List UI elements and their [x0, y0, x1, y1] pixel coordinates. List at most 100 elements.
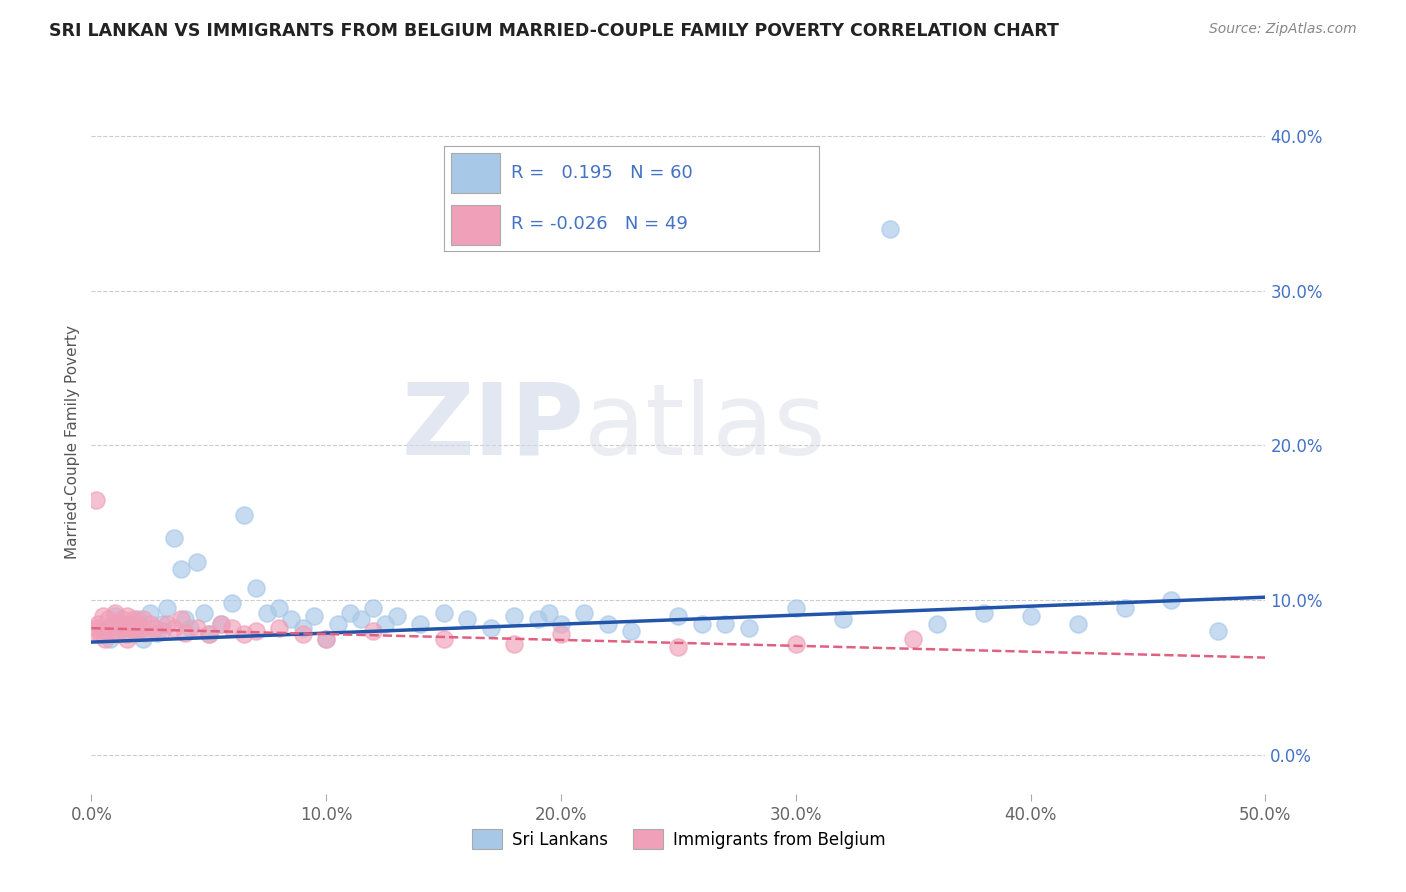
Point [666, 640, 689, 654]
Point [122, 612, 145, 626]
Point [1066, 616, 1088, 631]
Point [550, 627, 572, 641]
Point [209, 616, 232, 631]
Point [129, 621, 152, 635]
Point [326, 616, 349, 631]
Point [550, 616, 572, 631]
Point [174, 612, 197, 626]
Point [269, 621, 291, 635]
Point [256, 606, 278, 620]
Point [174, 625, 197, 640]
Point [179, 621, 201, 635]
Point [94, 632, 117, 646]
Point [162, 621, 184, 635]
Point [91, 608, 114, 623]
Point [91, 624, 114, 639]
Point [620, 624, 643, 639]
Point [291, 621, 314, 635]
Point [127, 616, 149, 631]
Point [120, 621, 142, 635]
Point [169, 612, 191, 626]
Point [409, 616, 432, 631]
Point [385, 608, 408, 623]
Point [162, 532, 184, 546]
Point [714, 616, 737, 631]
Point [361, 601, 384, 615]
Point [221, 621, 243, 635]
Point [280, 612, 302, 626]
Point [150, 624, 173, 639]
Point [350, 612, 373, 626]
Point [456, 612, 478, 626]
Point [526, 612, 548, 626]
Point [104, 608, 127, 623]
Point [98, 632, 121, 646]
Point [97, 612, 120, 626]
Point [155, 601, 177, 615]
Point [503, 637, 526, 651]
Y-axis label: Married-Couple Family Poverty: Married-Couple Family Poverty [65, 325, 80, 558]
Point [1160, 593, 1182, 607]
Point [169, 562, 191, 576]
Point [104, 606, 127, 620]
Point [186, 621, 208, 635]
Point [127, 612, 149, 626]
Point [879, 221, 901, 235]
Text: atlas: atlas [585, 379, 827, 476]
Point [233, 627, 256, 641]
Point [339, 606, 361, 620]
Point [83, 624, 105, 639]
Point [125, 625, 148, 640]
Point [374, 616, 396, 631]
Point [209, 616, 232, 631]
Point [105, 627, 128, 641]
Point [666, 608, 689, 623]
Point [269, 601, 291, 615]
Point [122, 621, 145, 635]
Point [115, 632, 138, 646]
Point [101, 625, 124, 640]
Point [1114, 601, 1136, 615]
Point [221, 596, 243, 610]
Point [361, 624, 384, 639]
Point [738, 621, 761, 635]
Point [245, 624, 267, 639]
Point [574, 606, 596, 620]
Point [973, 606, 995, 620]
Point [155, 616, 177, 631]
Point [104, 616, 127, 631]
Point [108, 616, 131, 631]
Point [193, 606, 215, 620]
Point [785, 637, 807, 651]
Text: SRI LANKAN VS IMMIGRANTS FROM BELGIUM MARRIED-COUPLE FAMILY POVERTY CORRELATION : SRI LANKAN VS IMMIGRANTS FROM BELGIUM MA… [49, 22, 1059, 40]
Point [291, 627, 314, 641]
Point [139, 616, 162, 631]
Point [1019, 608, 1042, 623]
Point [118, 616, 141, 631]
Point [690, 616, 713, 631]
Point [90, 627, 112, 641]
Text: ZIP: ZIP [402, 379, 585, 476]
Point [785, 601, 807, 615]
Point [432, 606, 454, 620]
Point [112, 621, 135, 635]
Text: Source: ZipAtlas.com: Source: ZipAtlas.com [1209, 22, 1357, 37]
Point [84, 492, 107, 507]
Point [479, 621, 502, 635]
Point [538, 606, 561, 620]
Point [98, 621, 121, 635]
Point [197, 627, 219, 641]
Point [132, 632, 155, 646]
Point [901, 632, 924, 646]
Point [134, 625, 156, 640]
Point [233, 508, 256, 522]
Legend: Sri Lankans, Immigrants from Belgium: Sri Lankans, Immigrants from Belgium [465, 822, 891, 856]
Point [139, 606, 162, 620]
Point [831, 612, 853, 626]
Point [315, 632, 337, 646]
Point [87, 616, 110, 631]
Point [150, 616, 173, 631]
Point [108, 616, 131, 631]
Point [111, 612, 134, 626]
Point [245, 581, 267, 595]
